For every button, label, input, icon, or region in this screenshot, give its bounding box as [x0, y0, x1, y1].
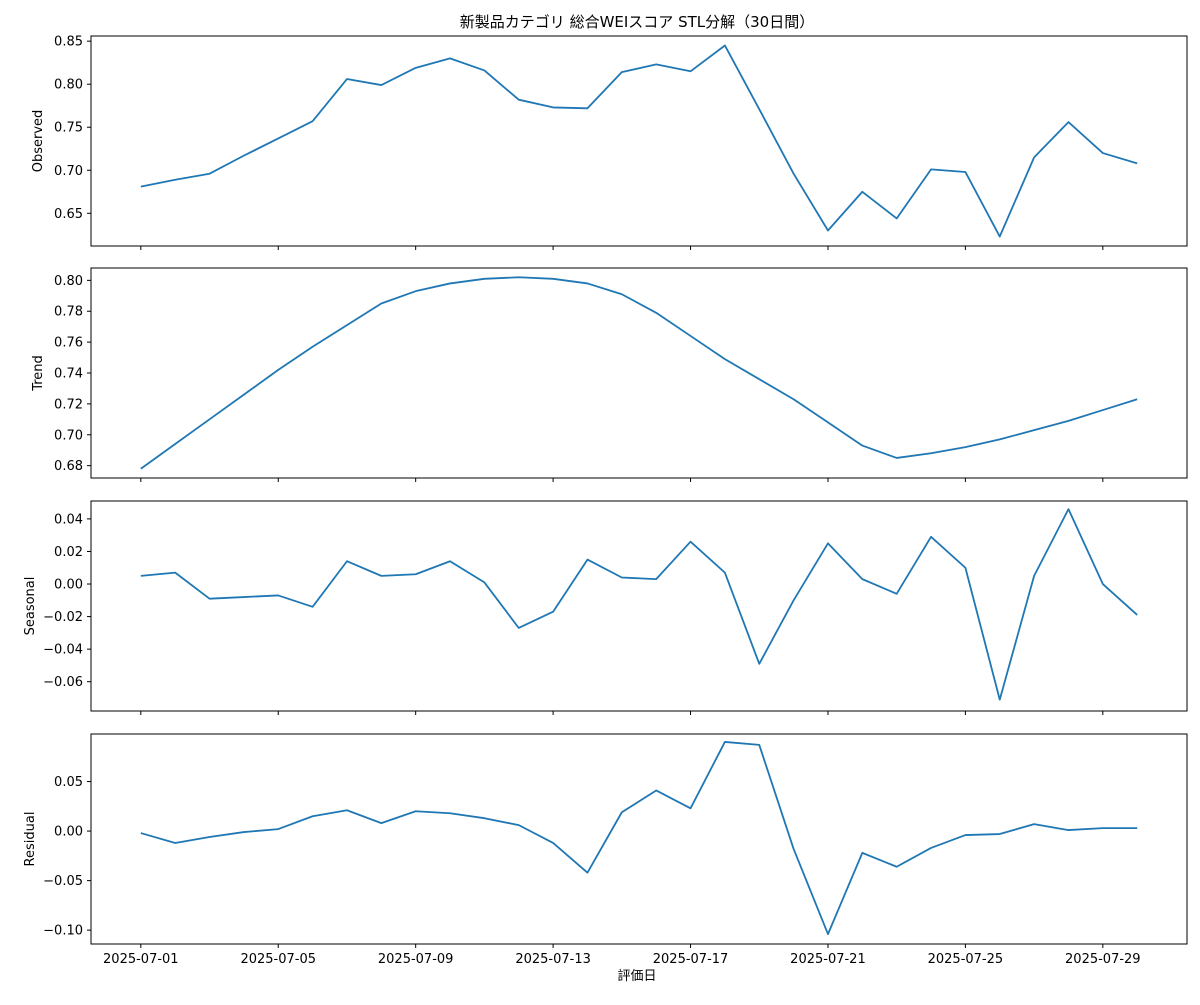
panel-observed: 0.65 0.70 0.75 0.80 0.85 Observed — [31, 35, 1188, 250]
axes-frame — [90, 267, 1188, 479]
axes-frame — [90, 500, 1188, 712]
x-tick-label: 2025-07-01 — [103, 952, 179, 967]
y-tick-label: 0.72 — [54, 397, 83, 412]
panels: 0.65 0.70 0.75 0.80 0.85 Observed 0.68 0.70 0.72… — [23, 35, 1188, 967]
chart-title: 新製品カテゴリ 総合WEIスコア STL分解（30日間） — [460, 13, 814, 31]
y-axis-label: Observed — [31, 110, 46, 173]
x-tick-label: 2025-07-25 — [928, 952, 1004, 967]
y-tick-label: −0.05 — [43, 874, 83, 889]
panel-trend: 0.68 0.70 0.72 0.74 0.76 0.78 0.80 Trend — [31, 267, 1188, 482]
y-tick-label: 0.00 — [54, 825, 83, 840]
y-axis-label: Seasonal — [23, 577, 38, 636]
series-line-observed — [140, 44, 1138, 238]
y-axis-label: Residual — [23, 812, 38, 867]
y-tick-label: 0.74 — [54, 367, 83, 382]
y-tick-label: −0.06 — [43, 675, 83, 690]
y-axis-label: Trend — [31, 355, 46, 392]
x-tick-label: 2025-07-29 — [1065, 952, 1141, 967]
series-line-trend — [140, 276, 1138, 470]
panel-residual: −0.10 −0.05 0.00 0.05 Residual 2025-07-01 2025… — [23, 733, 1188, 967]
x-tick-label: 2025-07-13 — [515, 952, 591, 967]
y-tick-label: −0.04 — [43, 643, 83, 658]
y-tick-label: 0.80 — [54, 274, 83, 289]
y-tick-label: 0.70 — [54, 428, 83, 443]
y-tick-label: 0.05 — [54, 775, 83, 790]
y-tick-label: 0.78 — [54, 305, 83, 320]
y-tick-label: 0.75 — [54, 121, 83, 136]
y-tick-label: 0.02 — [54, 545, 83, 560]
y-tick-label: 0.80 — [54, 78, 83, 93]
axes-frame — [90, 35, 1188, 247]
y-tick-label: 0.85 — [54, 35, 83, 50]
series-line-seasonal — [140, 508, 1138, 701]
series-line-residual — [140, 741, 1138, 935]
y-tick-label: 0.70 — [54, 164, 83, 179]
x-tick-label: 2025-07-05 — [240, 952, 316, 967]
y-tick-label: 0.68 — [54, 459, 83, 474]
y-tick-label: 0.65 — [54, 207, 83, 222]
axes-frame — [90, 733, 1188, 945]
x-tick-label: 2025-07-21 — [790, 952, 866, 967]
x-tick-label: 2025-07-09 — [378, 952, 454, 967]
panel-seasonal: −0.06 −0.04 −0.02 0.00 0.02 0.04 Seasonal — [23, 500, 1188, 715]
x-axis-label: 評価日 — [617, 969, 656, 984]
y-tick-label: −0.02 — [43, 610, 83, 625]
x-tick-label: 2025-07-17 — [653, 952, 729, 967]
y-tick-label: 0.00 — [54, 578, 83, 593]
y-tick-label: −0.10 — [43, 924, 83, 939]
y-tick-label: 0.76 — [54, 336, 83, 351]
y-tick-label: 0.04 — [54, 512, 83, 527]
